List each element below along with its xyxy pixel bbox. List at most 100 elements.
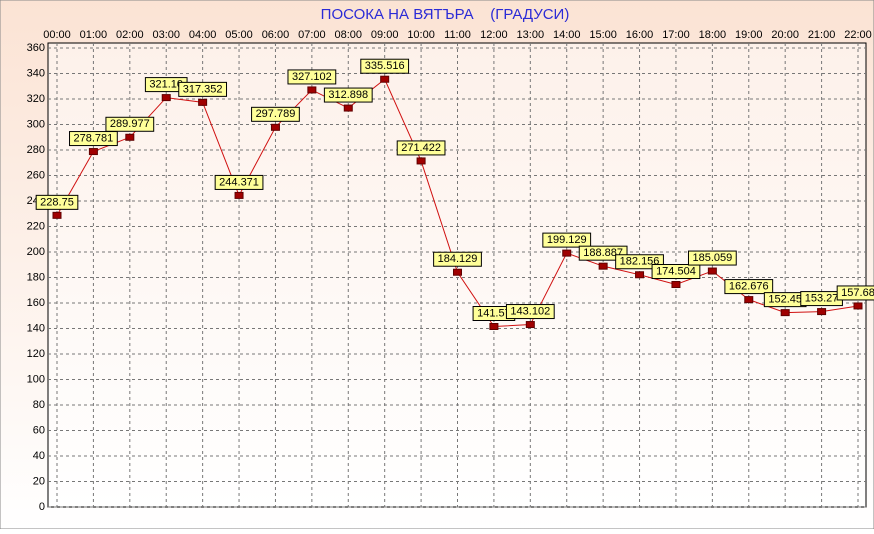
data-label-box (360, 58, 410, 74)
data-label-box (105, 116, 155, 132)
x-tick-label: 00:00 (43, 29, 71, 41)
y-tick-label: 80 (33, 399, 45, 411)
x-tick-label: 14:00 (553, 29, 581, 41)
data-label: 199.129 (547, 234, 587, 246)
marker (707, 267, 717, 275)
data-label-box (836, 285, 874, 301)
x-tick-label: 15:00 (589, 29, 617, 41)
data-label: 182.156 (620, 256, 660, 268)
x-tick-label: 17:00 (662, 29, 690, 41)
data-label: 143.102 (510, 305, 550, 317)
data-label-box (178, 81, 228, 97)
y-tick-label: 60 (33, 424, 45, 436)
data-label: 188.887 (583, 247, 623, 259)
data-label-box (323, 87, 373, 103)
x-tick-label: 03:00 (152, 29, 180, 41)
data-label: 184.129 (438, 253, 478, 265)
x-tick-label: 10:00 (407, 29, 435, 41)
marker (161, 94, 171, 102)
x-tick-label: 21:00 (808, 29, 836, 41)
y-tick-label: 220 (27, 220, 45, 232)
x-tick-label: 20:00 (771, 29, 799, 41)
data-label: 327.102 (292, 71, 332, 83)
data-label: 185.059 (692, 252, 732, 264)
y-tick-label: 20 (33, 475, 45, 487)
data-label-box (505, 304, 555, 320)
data-label: 271.422 (401, 142, 441, 154)
marker (489, 322, 499, 330)
x-tick-label: 02:00 (116, 29, 144, 41)
y-tick-label: 300 (27, 118, 45, 130)
data-label-box (687, 250, 737, 266)
data-label: 244.371 (219, 176, 259, 188)
y-tick-label: 320 (27, 93, 45, 105)
data-label: 297.789 (256, 108, 296, 120)
y-tick-label: 140 (27, 322, 45, 334)
data-label: 152.45 (768, 294, 802, 306)
data-label: 289.977 (110, 118, 150, 130)
y-tick-label: 40 (33, 450, 45, 462)
x-tick-label: 11:00 (444, 29, 471, 41)
data-label: 321.10 (149, 79, 183, 91)
marker (598, 262, 608, 270)
marker (52, 211, 62, 219)
x-tick-label: 19:00 (735, 29, 763, 41)
y-tick-label: 200 (27, 246, 45, 258)
y-tick-label: 100 (27, 373, 45, 385)
marker (635, 271, 645, 279)
data-label: 162.676 (729, 280, 769, 292)
x-tick-label: 09:00 (371, 29, 399, 41)
data-label: 335.516 (365, 60, 405, 72)
data-label: 312.898 (328, 89, 368, 101)
y-tick-label: 120 (27, 348, 45, 360)
x-tick-label: 18:00 (699, 29, 727, 41)
data-label: 228.75 (40, 196, 74, 208)
marker (234, 191, 244, 199)
x-tick-label: 07:00 (298, 29, 326, 41)
data-label: 317.352 (183, 83, 223, 95)
data-label-box (396, 140, 446, 156)
data-label: 174.504 (656, 265, 696, 277)
data-label-box (615, 254, 664, 270)
x-tick-label: 12:00 (480, 29, 508, 41)
data-label-box (35, 194, 79, 210)
marker (671, 281, 681, 289)
marker (453, 268, 462, 276)
data-label-box (251, 106, 300, 122)
marker (416, 157, 426, 165)
data-label: 141.57 (477, 307, 511, 319)
x-tick-label: 05:00 (225, 29, 253, 41)
data-label-box (542, 232, 592, 248)
data-label-box (578, 245, 628, 261)
x-tick-label: 08:00 (335, 29, 363, 41)
marker (307, 86, 317, 94)
marker (780, 309, 790, 317)
data-label: 157.68 (841, 287, 874, 299)
y-tick-label: 180 (27, 271, 45, 283)
data-label-box (69, 131, 118, 147)
x-tick-label: 16:00 (626, 29, 654, 41)
x-tick-label: 06:00 (262, 29, 290, 41)
data-label-box (433, 251, 482, 267)
data-label-box (651, 264, 701, 280)
y-tick-label: 360 (27, 42, 45, 54)
y-tick-label: 260 (27, 169, 45, 181)
marker (88, 148, 98, 156)
marker (198, 98, 208, 106)
marker (380, 75, 390, 83)
data-label: 153.27 (805, 292, 839, 304)
marker (525, 321, 535, 329)
data-label-box (724, 279, 774, 295)
x-tick-label: 22:00 (844, 29, 872, 41)
marker (817, 308, 827, 316)
marker (343, 104, 353, 112)
data-label: 278.781 (74, 132, 114, 144)
y-tick-label: 280 (27, 144, 45, 156)
data-label-box (214, 174, 264, 190)
y-tick-label: 340 (27, 67, 45, 79)
chart-title: ПОСОКА НА ВЯТЪРА (ГРАДУСИ) (321, 6, 570, 23)
marker (562, 249, 572, 257)
marker (270, 123, 280, 131)
data-label-box (287, 69, 337, 85)
